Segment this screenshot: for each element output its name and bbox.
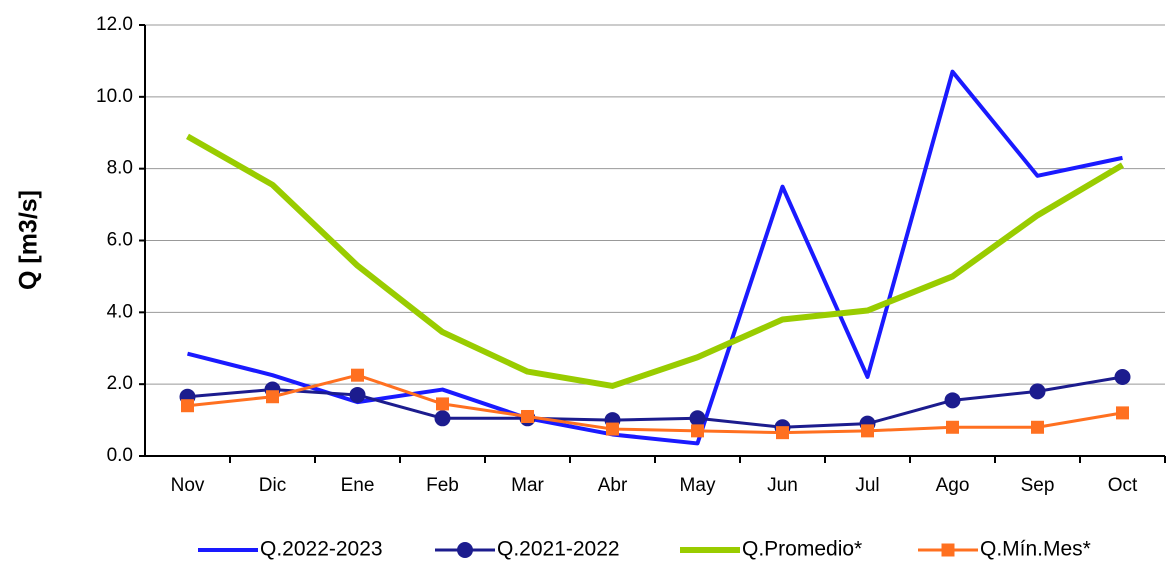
y-tick-label: 8.0: [107, 158, 133, 179]
x-tick-label: Ene: [341, 475, 375, 496]
x-tick-label: Jun: [767, 475, 798, 496]
x-tick-label: Feb: [426, 475, 459, 496]
data-point: [1031, 420, 1044, 434]
legend-label: Q.2021-2022: [497, 538, 620, 561]
x-tick-label: Sep: [1021, 475, 1055, 496]
data-point: [606, 422, 619, 436]
legend-label: Q.Mín.Mes*: [980, 538, 1091, 561]
legend-marker: [457, 542, 473, 558]
y-tick-label: 12.0: [96, 14, 133, 35]
y-tick-label: 6.0: [107, 230, 133, 251]
x-tick-label: Ago: [936, 475, 970, 496]
series-line: [187, 373, 1123, 435]
x-tick-label: Dic: [259, 475, 286, 496]
x-tick-label: Oct: [1108, 475, 1138, 496]
data-point: [521, 409, 534, 423]
legend-label: Q.2022-2023: [260, 538, 383, 561]
x-tick-label: Nov: [171, 475, 205, 496]
data-point: [691, 424, 704, 438]
legend-label: Q.Promedio*: [742, 538, 862, 561]
data-point: [689, 410, 706, 427]
data-point: [436, 397, 449, 411]
data-point: [776, 426, 789, 440]
y-tick-label: 2.0: [107, 373, 133, 394]
y-tick-label: 10.0: [96, 86, 133, 107]
data-point: [946, 420, 959, 434]
data-point: [944, 392, 961, 409]
data-point: [351, 368, 364, 382]
data-point: [1116, 406, 1129, 420]
x-tick-label: May: [680, 475, 716, 496]
data-point: [349, 386, 366, 403]
y-axis-title: Q [m3/s]: [15, 190, 43, 290]
series-line: [187, 69, 1123, 446]
data-point: [1029, 383, 1046, 400]
data-point: [1114, 368, 1131, 385]
series-line: [187, 375, 1123, 429]
data-point: [266, 390, 279, 404]
x-tick-label: Mar: [511, 475, 544, 496]
data-point: [434, 410, 451, 427]
data-point: [181, 399, 194, 413]
series-line: [186, 133, 1125, 389]
y-tick-label: 0.0: [107, 445, 133, 466]
data-point: [861, 424, 874, 438]
y-tick-label: 4.0: [107, 301, 133, 322]
legend-marker: [941, 543, 955, 557]
x-tick-label: Abr: [598, 475, 628, 496]
x-tick-label: Jul: [855, 475, 879, 496]
